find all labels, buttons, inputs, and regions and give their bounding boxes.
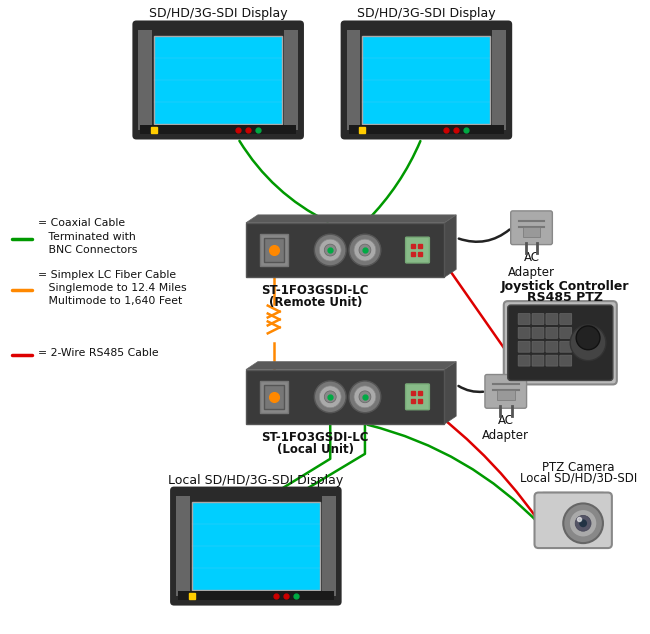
Circle shape [575, 515, 591, 531]
Circle shape [315, 381, 346, 413]
Circle shape [576, 326, 600, 350]
FancyBboxPatch shape [532, 327, 544, 339]
FancyBboxPatch shape [560, 327, 572, 339]
Circle shape [315, 234, 346, 266]
FancyBboxPatch shape [546, 327, 558, 339]
FancyBboxPatch shape [560, 314, 572, 325]
FancyBboxPatch shape [546, 355, 558, 366]
Text: ST-1FO3GSDI-LC: ST-1FO3GSDI-LC [261, 284, 369, 297]
Circle shape [579, 519, 587, 527]
Circle shape [570, 325, 606, 361]
FancyBboxPatch shape [532, 314, 544, 325]
FancyBboxPatch shape [341, 20, 512, 139]
Circle shape [354, 239, 376, 261]
Bar [176, 496, 190, 596]
Text: = Simplex LC Fiber Cable
   Singlemode to 12.4 Miles
   Multimode to 1,640 Feet: = Simplex LC Fiber Cable Singlemode to 1… [38, 270, 187, 306]
Bar [246, 223, 444, 277]
Circle shape [319, 239, 341, 261]
Polygon shape [444, 215, 456, 277]
Text: SD/HD/3G-SDI Display: SD/HD/3G-SDI Display [149, 8, 287, 20]
FancyBboxPatch shape [485, 375, 526, 408]
Circle shape [319, 386, 341, 408]
FancyBboxPatch shape [133, 20, 304, 139]
Circle shape [324, 244, 336, 256]
FancyBboxPatch shape [504, 301, 617, 384]
Text: Joystick Controller: Joystick Controller [501, 280, 629, 293]
Bar [260, 381, 287, 413]
Polygon shape [444, 361, 456, 424]
Text: = Coaxial Cable
   Terminated with
   BNC Connectors: = Coaxial Cable Terminated with BNC Conn… [38, 219, 137, 255]
Text: AC
Adapter: AC Adapter [508, 250, 555, 278]
Bar [284, 30, 298, 129]
FancyBboxPatch shape [511, 211, 552, 245]
Circle shape [349, 234, 381, 266]
Bar [178, 591, 333, 600]
Bar [154, 36, 282, 124]
FancyBboxPatch shape [541, 493, 605, 510]
FancyBboxPatch shape [170, 486, 342, 605]
FancyBboxPatch shape [518, 327, 530, 339]
Text: (Local Unit): (Local Unit) [277, 443, 354, 456]
Text: (Remote Unit): (Remote Unit) [268, 296, 362, 309]
Circle shape [359, 391, 371, 403]
Bar [260, 234, 287, 266]
Bar [348, 125, 504, 134]
FancyBboxPatch shape [560, 341, 572, 353]
Circle shape [354, 386, 376, 408]
FancyBboxPatch shape [518, 355, 530, 366]
FancyBboxPatch shape [406, 384, 430, 410]
Circle shape [359, 244, 371, 256]
Text: ST-1FO3GSDI-LC: ST-1FO3GSDI-LC [261, 431, 369, 444]
Circle shape [349, 381, 381, 413]
FancyBboxPatch shape [518, 314, 530, 325]
Bar [492, 30, 506, 129]
FancyBboxPatch shape [534, 493, 612, 548]
Bar [264, 385, 283, 409]
Text: RS485 PTZ: RS485 PTZ [527, 291, 603, 304]
Bar [497, 391, 515, 400]
FancyBboxPatch shape [560, 355, 572, 366]
Text: Local SD/HD/3D-SDI: Local SD/HD/3D-SDI [519, 472, 637, 484]
FancyBboxPatch shape [406, 237, 430, 263]
Text: SD/HD/3G-SDI Display: SD/HD/3G-SDI Display [357, 8, 496, 20]
Bar [138, 30, 152, 129]
FancyBboxPatch shape [532, 341, 544, 353]
FancyBboxPatch shape [546, 314, 558, 325]
Circle shape [564, 503, 603, 543]
Bar [346, 30, 361, 129]
Bar [192, 502, 320, 590]
Polygon shape [246, 215, 456, 223]
Bar [246, 370, 444, 424]
FancyBboxPatch shape [508, 305, 613, 380]
Text: AC
Adapter: AC Adapter [482, 414, 529, 442]
Circle shape [324, 391, 336, 403]
FancyBboxPatch shape [518, 341, 530, 353]
Polygon shape [246, 361, 456, 370]
Bar [140, 125, 296, 134]
Bar [363, 36, 490, 124]
Text: Local SD/HD/3G-SDI Display: Local SD/HD/3G-SDI Display [168, 474, 343, 486]
Bar [264, 238, 283, 262]
Bar [322, 496, 335, 596]
Text: PTZ Camera: PTZ Camera [542, 461, 614, 474]
Text: = 2-Wire RS485 Cable: = 2-Wire RS485 Cable [38, 347, 159, 358]
Bar [523, 227, 540, 236]
Circle shape [569, 509, 597, 537]
FancyBboxPatch shape [546, 341, 558, 353]
FancyBboxPatch shape [532, 355, 544, 366]
